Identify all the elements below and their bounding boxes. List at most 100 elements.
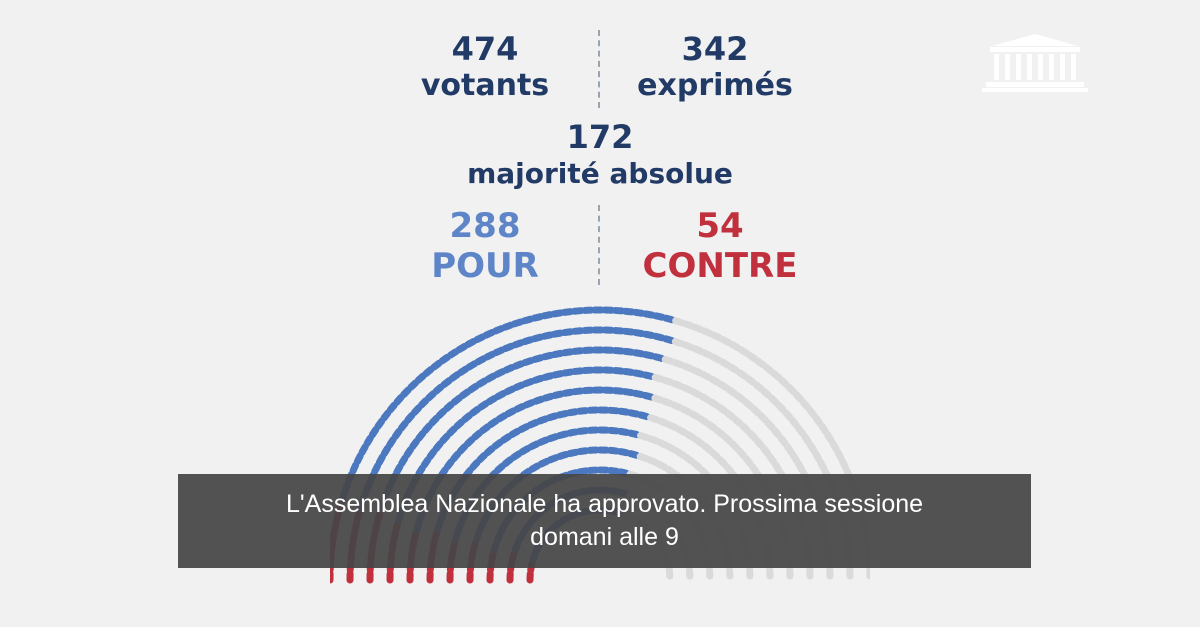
seat-pour	[632, 308, 646, 317]
seat-pour	[501, 456, 514, 468]
seat-empty	[806, 406, 818, 419]
contre-label: CONTRE	[642, 246, 798, 286]
seat-pour	[448, 371, 461, 382]
seat-pour	[464, 337, 478, 348]
seat-pour	[606, 446, 620, 455]
seat-empty	[806, 441, 818, 454]
seat-pour	[546, 433, 560, 443]
seat-empty	[693, 436, 706, 448]
seat-pour	[484, 372, 497, 383]
seat-pour	[611, 347, 626, 355]
votants-stat: 474 votants	[395, 30, 575, 104]
seat-pour	[501, 321, 515, 331]
seat-empty	[656, 438, 670, 449]
seat-empty	[734, 392, 747, 404]
seat-empty	[754, 357, 767, 369]
seat-pour	[467, 382, 480, 394]
seat-pour	[417, 397, 430, 409]
seat-empty	[675, 425, 689, 437]
seat-pour	[616, 468, 630, 477]
seat-empty	[719, 336, 733, 347]
seat-pour	[487, 417, 500, 429]
seat-empty	[757, 412, 769, 424]
seat-empty	[788, 416, 800, 429]
votants-value: 474	[451, 30, 519, 68]
seat-empty	[760, 387, 772, 399]
seat-pour	[409, 437, 420, 450]
seat-pour	[483, 445, 496, 457]
seat-empty	[709, 449, 721, 461]
seat-empty	[753, 437, 765, 450]
seat-empty	[742, 455, 754, 468]
seat-empty	[651, 394, 665, 404]
seat-pour	[386, 436, 397, 449]
seat-pour	[353, 452, 364, 466]
seat-pour	[641, 351, 656, 360]
seat-pour	[479, 423, 492, 435]
seat-empty	[742, 398, 754, 410]
seat-pour	[551, 390, 565, 399]
seat-pour	[511, 339, 525, 349]
seat-empty	[766, 453, 778, 466]
seat-pour	[386, 401, 398, 414]
seat-pour	[443, 400, 455, 413]
seat-pour	[400, 386, 412, 399]
seat-pour	[541, 392, 555, 402]
seat-pour	[576, 447, 590, 456]
seat-pour	[503, 385, 517, 396]
seat-pour	[458, 388, 471, 400]
seat-pour	[616, 448, 631, 457]
seat-pour	[380, 444, 392, 458]
seat-pour	[556, 430, 570, 440]
seat-pour	[551, 370, 565, 379]
seat-empty	[684, 431, 697, 442]
seat-empty	[660, 397, 674, 407]
seat-pour	[420, 456, 432, 469]
seat-empty	[655, 460, 669, 471]
seat-empty	[749, 463, 760, 476]
seat-pour	[518, 445, 532, 456]
seat-empty	[795, 424, 806, 437]
seat-empty	[651, 373, 665, 383]
seat-pour	[652, 312, 666, 321]
seat-pour	[531, 354, 545, 363]
assemblee-nationale-building-icon	[982, 34, 1088, 92]
contre-stat: 54 CONTRE	[625, 206, 815, 286]
seat-empty	[723, 463, 735, 476]
seat-pour	[576, 467, 590, 476]
seat-pour	[453, 418, 466, 430]
seat-pour	[511, 318, 525, 328]
seat-pour	[627, 429, 641, 439]
seat-pour	[446, 425, 458, 437]
seat-pour	[550, 309, 564, 318]
seat-empty	[674, 448, 687, 459]
exprimes-value: 342	[681, 30, 749, 68]
seat-empty	[646, 456, 660, 466]
seat-pour	[560, 328, 575, 337]
seat-empty	[690, 366, 704, 377]
seat-pour	[631, 349, 646, 358]
seat-pour	[522, 399, 536, 409]
seat-pour	[637, 411, 651, 421]
seat-pour	[662, 314, 676, 324]
seat-empty	[736, 447, 748, 460]
seat-empty	[681, 341, 695, 351]
seat-pour	[611, 367, 625, 375]
subtitle-line-1: L'Assemblea Nazionale ha approvato. Pros…	[285, 490, 924, 518]
seat-pour	[606, 426, 621, 435]
seat-pour	[438, 353, 451, 365]
seat-pour	[443, 458, 455, 471]
seat-pour	[521, 336, 535, 346]
seat-empty	[691, 323, 705, 334]
seat-empty	[785, 383, 798, 396]
seat-empty	[710, 331, 724, 342]
seat-pour	[374, 417, 386, 430]
seat-empty	[727, 363, 740, 374]
seat-empty	[783, 442, 795, 456]
seat-pour	[632, 329, 646, 338]
seat-pour	[537, 457, 551, 468]
seat-empty	[744, 374, 757, 386]
seat-pour	[494, 462, 506, 474]
seat-pour	[522, 378, 535, 388]
seat-empty	[681, 320, 695, 330]
